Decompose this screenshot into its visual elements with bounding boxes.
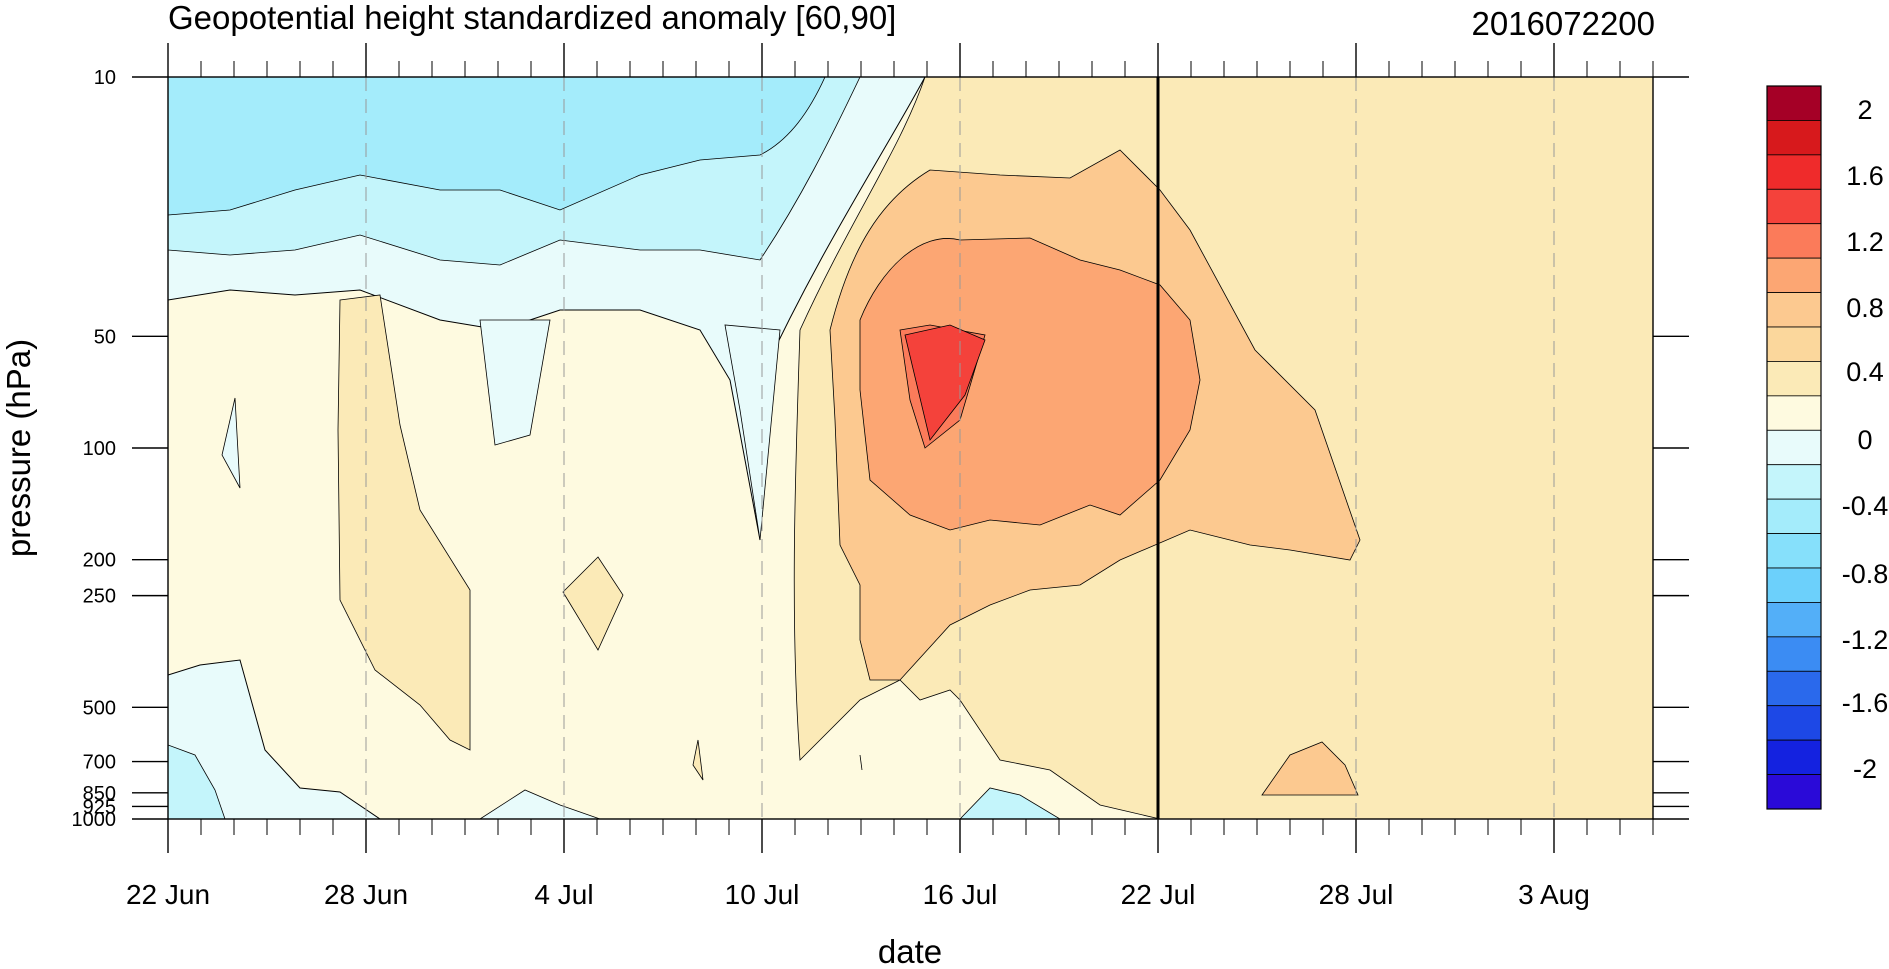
colorbar-swatch <box>1766 774 1822 810</box>
colorbar-label: -2 <box>1853 754 1877 784</box>
band-positive-040-left-2 <box>692 739 704 781</box>
y-tick-label: 1000 <box>72 809 117 831</box>
colorbar-label: 1.2 <box>1846 227 1884 257</box>
colorbar-swatch <box>1766 429 1822 466</box>
band-negative-bottom-center-0 <box>479 789 601 819</box>
y-tick-label: 700 <box>83 752 116 774</box>
band-negative-dipole-line <box>859 754 863 771</box>
colorbar-swatch <box>1766 85 1822 121</box>
band-negative-bottom-left-0 <box>168 659 381 819</box>
colorbar-label: -1.2 <box>1842 625 1889 655</box>
band-negative-bottom-left-1 <box>168 744 226 819</box>
y-tick-label: 200 <box>83 550 116 572</box>
colorbar-swatch <box>1766 498 1822 534</box>
band-positive-200 <box>904 324 986 441</box>
band-positive-040-left-0 <box>337 294 471 751</box>
colorbar-label: 2 <box>1857 95 1872 125</box>
x-tick-label: 28 Jun <box>324 879 408 910</box>
x-axis: 22 Jun 28 Jun 4 Jul 10 Jul 16 Jul 22 Jul 28 Ju… <box>126 43 1654 910</box>
y-tick-label: 925 <box>83 796 116 818</box>
band-negative-tongue-0 <box>479 319 551 446</box>
x-tick-label: 10 Jul <box>725 879 800 910</box>
y-tick-label: 250 <box>83 586 116 608</box>
colorbar-swatch <box>1766 395 1822 431</box>
colorbar-swatch <box>1766 361 1822 397</box>
x-tick-label: 22 Jun <box>126 879 210 910</box>
band-negative-dipole <box>221 397 241 489</box>
x-tick-label: 22 Jul <box>1121 879 1196 910</box>
colorbar-swatch <box>1766 188 1822 225</box>
colorbar-swatch <box>1766 636 1822 672</box>
colorbar-label: -0.4 <box>1842 491 1889 521</box>
x-tick-label: 28 Jul <box>1319 879 1394 910</box>
colorbar-label: -0.8 <box>1842 559 1889 589</box>
colorbar-swatch <box>1766 602 1822 638</box>
y-tick-label: 50 <box>94 326 116 348</box>
x-tick-label: 4 Jul <box>534 879 593 910</box>
colorbar-label: 0.4 <box>1846 357 1884 387</box>
colorbar-swatch <box>1766 705 1822 741</box>
y-tick-label: 850 <box>83 783 116 805</box>
colorbar-swatch <box>1766 567 1822 603</box>
colorbar-swatch <box>1766 154 1822 190</box>
y-axis-label: pressure (hPa) <box>0 339 37 557</box>
band-positive-120 <box>859 237 1201 531</box>
chart-title: Geopotential height standardized anomaly… <box>168 0 896 36</box>
colorbar-label: 0.8 <box>1846 293 1884 323</box>
colorbar-swatch <box>1766 326 1822 362</box>
date-stamp: 2016072200 <box>1471 5 1655 42</box>
y-tick-label: 100 <box>83 438 116 460</box>
colorbar-label: 1.6 <box>1846 161 1884 191</box>
y-tick-label: 10 <box>94 67 116 89</box>
band-positive-080-bottom <box>1261 741 1359 796</box>
anomaly-field <box>168 77 1653 819</box>
colorbar-swatch <box>1766 120 1822 156</box>
colorbar-swatch <box>1766 464 1822 500</box>
band-negative-top-left-2 <box>168 77 826 216</box>
colorbar-swatch <box>1766 223 1822 259</box>
band-positive-040-left-1 <box>562 556 624 651</box>
x-axis-label: date <box>878 933 942 969</box>
band-negative-bottom-center-1 <box>959 787 1061 819</box>
colorbar-swatch <box>1766 670 1822 707</box>
colorbar-swatch <box>1766 533 1822 569</box>
colorbar-swatch <box>1766 739 1822 775</box>
x-tick-label: 16 Jul <box>923 879 998 910</box>
colorbar-swatch <box>1766 257 1822 293</box>
colorbar-frame <box>1766 85 1822 810</box>
colorbar: 2 1.6 1.2 0.8 0.4 0 -0.4 -0.8 -1.2 -1.6 -2 <box>1766 85 1889 810</box>
colorbar-swatch <box>1766 292 1822 328</box>
colorbar-label: 0 <box>1857 425 1872 455</box>
x-tick-label: 3 Aug <box>1518 879 1590 910</box>
y-tick-label: 500 <box>83 697 116 719</box>
colorbar-label: -1.6 <box>1842 688 1889 718</box>
